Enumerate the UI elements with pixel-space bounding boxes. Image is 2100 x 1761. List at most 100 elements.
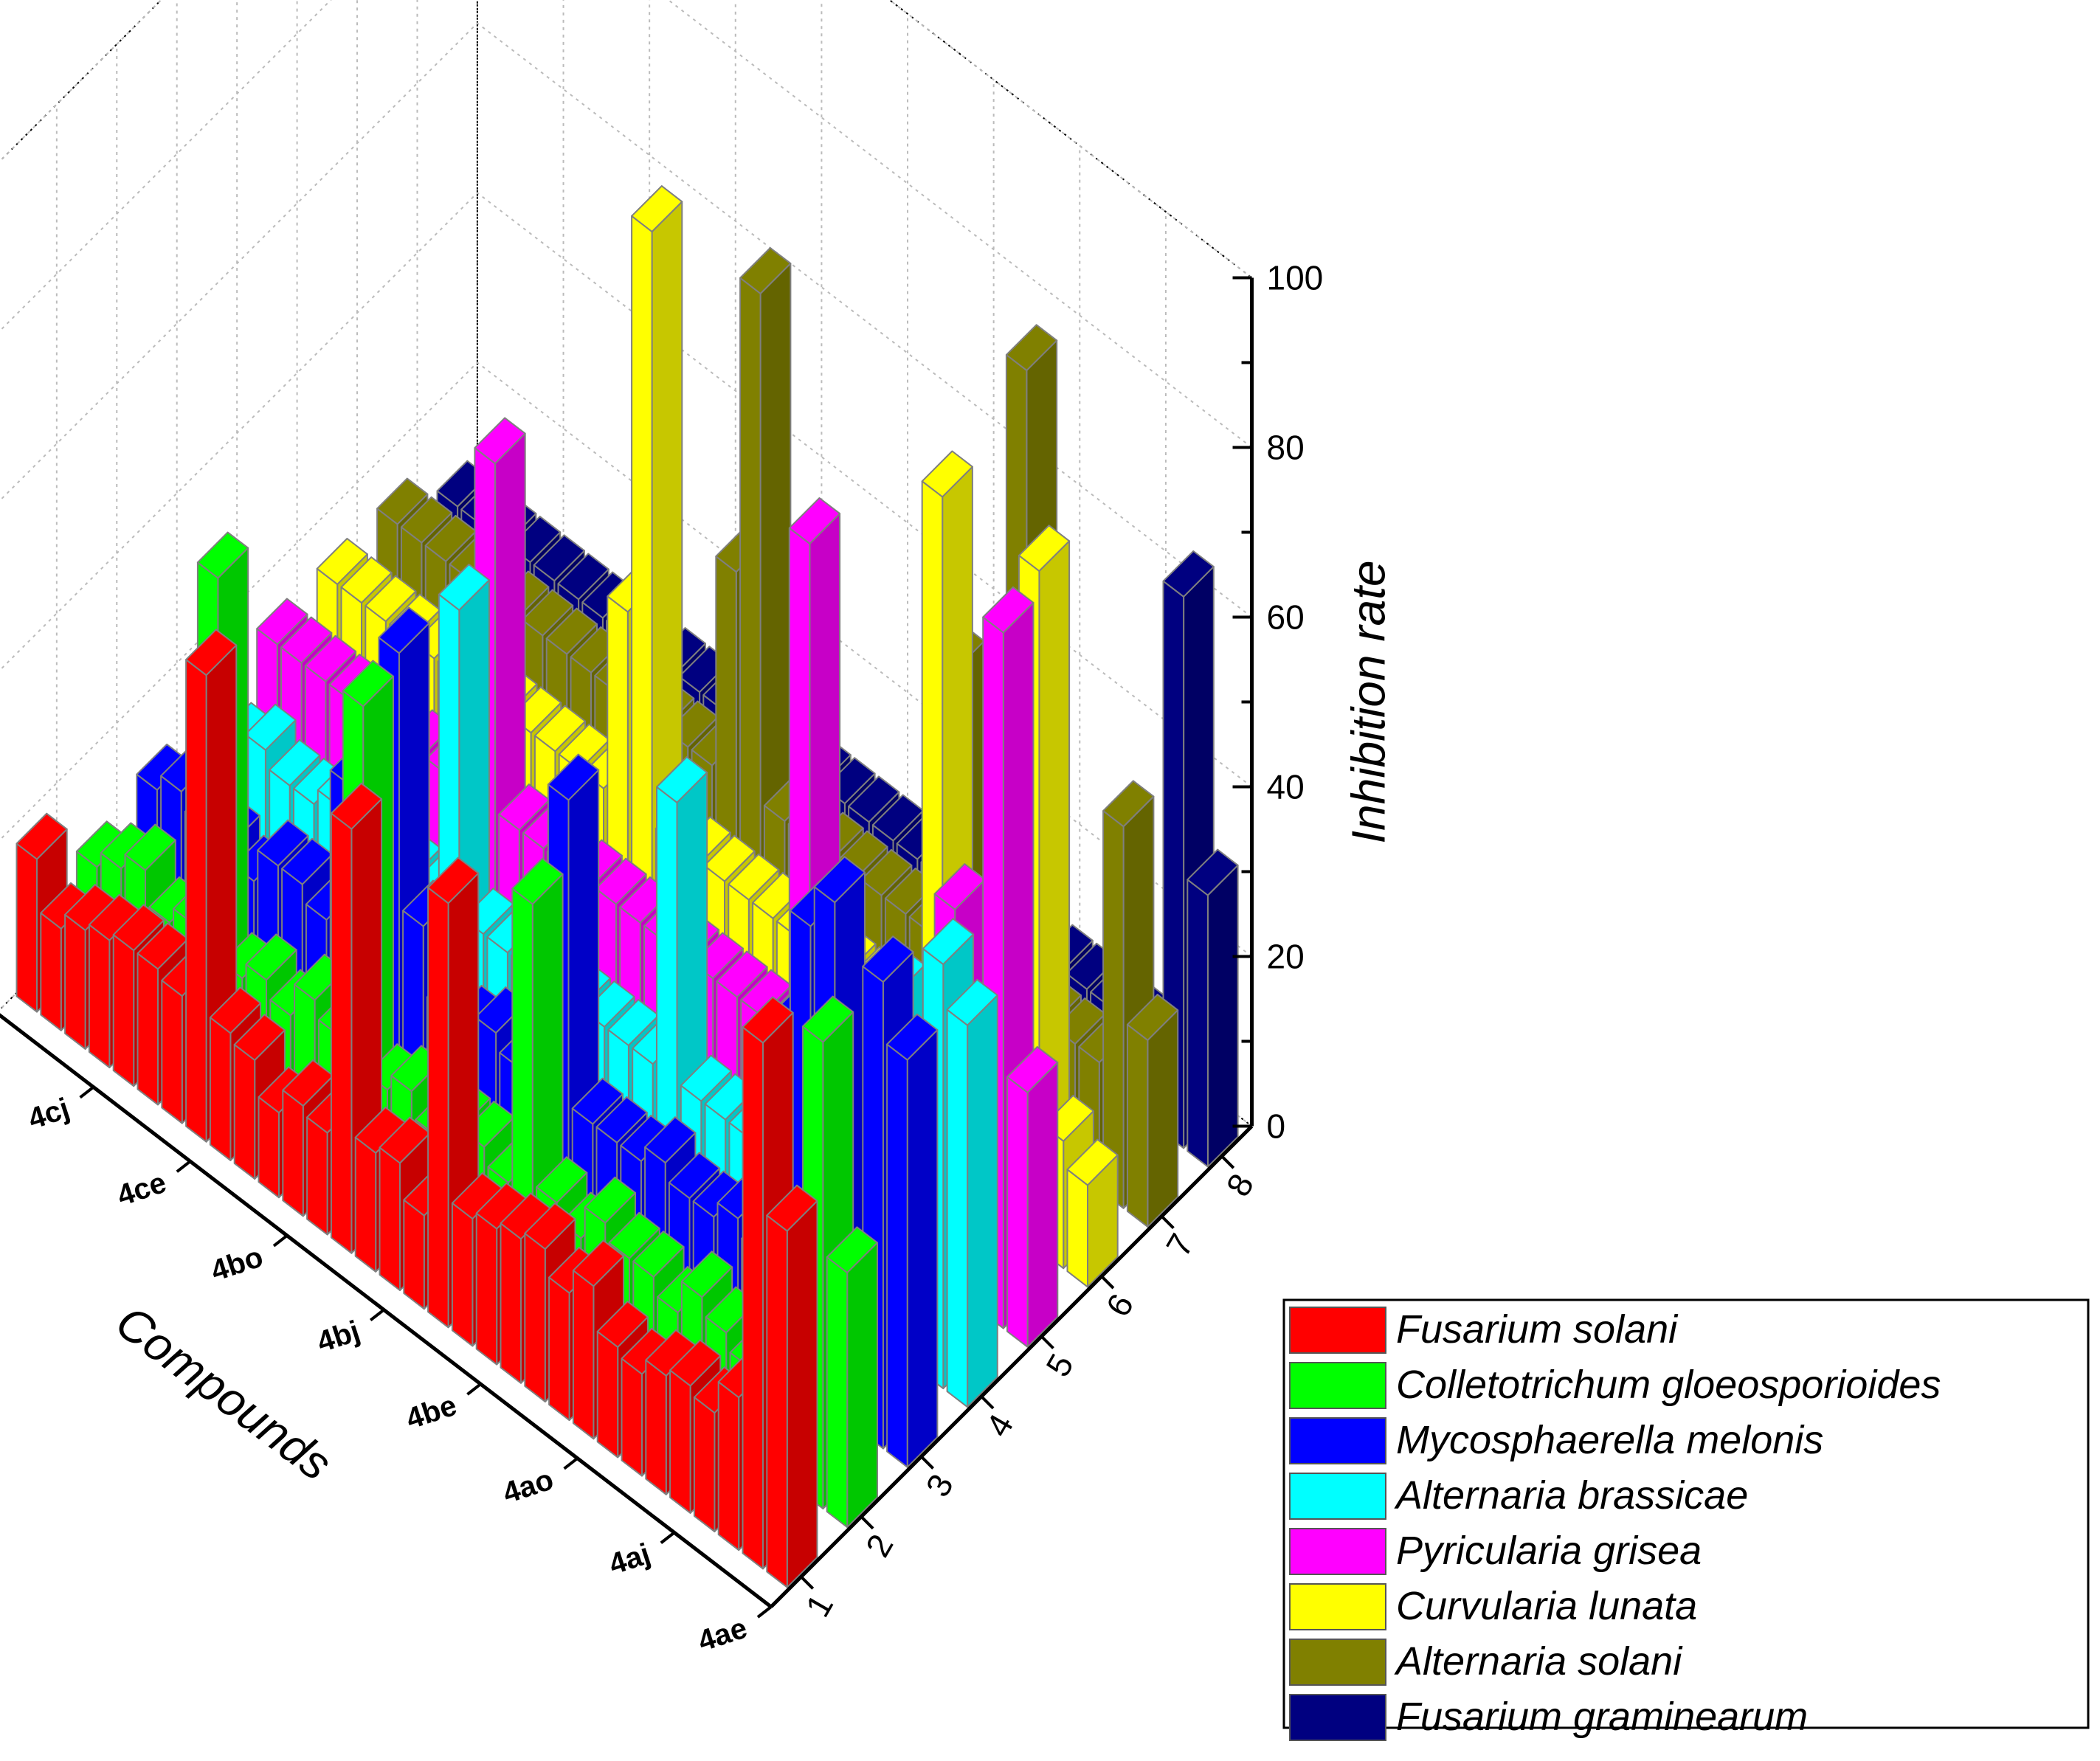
legend-swatch (1289, 1583, 1386, 1630)
bar-face-front (330, 812, 353, 1254)
z-tick-label: 60 (1267, 598, 1305, 636)
z-axis-title: Inhibition rate (1342, 560, 1395, 843)
bar-face-front (88, 924, 111, 1069)
bar-face-top (438, 564, 490, 611)
bar-face-front (739, 277, 761, 931)
series-tick-label: 6 (1099, 1287, 1141, 1323)
bar-face-top (596, 1301, 649, 1348)
bar-face-top (1187, 848, 1239, 896)
bar-face-top (886, 1013, 939, 1061)
bar-face-top (788, 497, 841, 544)
bar-face-top (269, 738, 321, 786)
bar-face-top (524, 1203, 576, 1250)
bar-face-top (244, 703, 297, 751)
bar-face-top (801, 995, 854, 1043)
bar-6-31 (1126, 994, 1179, 1228)
bar-face-top (547, 753, 600, 801)
bar-face-front (1066, 1169, 1088, 1288)
bar-face-front (621, 1357, 643, 1477)
legend-swatch (1289, 1528, 1386, 1575)
compound-tick (272, 1234, 289, 1248)
bar-face-front (669, 1369, 691, 1514)
bar-face-front (282, 1089, 304, 1217)
bar-face-top (742, 996, 794, 1044)
bar-3-31 (946, 978, 998, 1408)
legend-label: Pyricularia grisea (1396, 1529, 1702, 1573)
bar-face-front (645, 1359, 667, 1495)
compound-tick (79, 1085, 94, 1099)
bar-face-front (742, 1026, 764, 1570)
bar-face-front (1006, 1076, 1029, 1348)
bar-face-top (813, 856, 866, 904)
bar-face-front (112, 934, 135, 1087)
bar-face-top (400, 496, 453, 544)
bar-face-front (1126, 1023, 1149, 1228)
bar-face-top (498, 783, 550, 831)
legend-swatch (1289, 1694, 1386, 1741)
compound-tick (466, 1383, 482, 1396)
bar-face-front (15, 843, 38, 1013)
bar-face-front (524, 1232, 546, 1402)
chart-bars (15, 185, 1239, 1588)
compound-tick (176, 1160, 192, 1173)
bar-face-front (886, 1043, 908, 1468)
bar-face-top (656, 756, 708, 803)
series-tick-label: 3 (918, 1467, 961, 1503)
bar-face-top (921, 450, 973, 498)
bar-face-top (595, 1096, 648, 1144)
bar-face-front (693, 1396, 716, 1533)
bar-face-top (545, 607, 598, 655)
bar-face-top (607, 999, 660, 1046)
bar-6-15 (739, 247, 792, 931)
bar-face-front (500, 1222, 522, 1384)
series-tick (1040, 1335, 1054, 1349)
bar-face-top (511, 857, 564, 905)
bar-face-top (233, 1014, 286, 1061)
z-tick-label: 20 (1267, 937, 1305, 975)
bar-face-front (946, 1008, 969, 1408)
compound-tick-label: 4aj (605, 1537, 654, 1581)
bar-face-top (112, 904, 165, 952)
bar-face-right (846, 1242, 878, 1529)
bar-face-top (340, 556, 393, 604)
compound-tick-label: 4bj (313, 1315, 364, 1359)
legend-label: Alternaria solani (1394, 1639, 1683, 1684)
bar-face-top (668, 1152, 721, 1200)
legend-box (1282, 1298, 2090, 1729)
bar-face-front (717, 1381, 740, 1551)
series-tick-label: 2 (858, 1528, 901, 1563)
bar-face-front (185, 659, 207, 1143)
bar-face-top (860, 848, 913, 896)
series-tick-label: 1 (798, 1588, 840, 1623)
legend-swatch (1289, 1639, 1386, 1686)
bar-face-right (967, 994, 998, 1408)
bar-face-front (161, 979, 183, 1124)
bar-face-top (427, 857, 480, 904)
bar-face-top (680, 1250, 733, 1298)
bar-face-top (631, 185, 683, 232)
compound-tick-label: 4ao (499, 1463, 557, 1509)
bar-face-top (185, 629, 238, 677)
bar-face-top (871, 794, 925, 842)
compound-tick-label: 4ae (694, 1612, 751, 1658)
bar-face-front (354, 1136, 377, 1273)
series-tick (1220, 1155, 1235, 1169)
bar-face-front (379, 1146, 401, 1291)
bar-face-top (330, 782, 383, 830)
series-tick-label: 4 (978, 1408, 1021, 1443)
bar-face-front (631, 215, 653, 954)
legend-label: Curvularia lunata (1396, 1584, 1697, 1628)
bar-0-31 (766, 1184, 818, 1588)
bar-face-front (475, 1212, 498, 1366)
bar-face-top (1126, 994, 1179, 1041)
bar-face-top (15, 812, 68, 860)
bar-face-top (933, 863, 986, 910)
legend-label: Colletotrichum gloeosporioides (1396, 1363, 1941, 1407)
bar-face-top (740, 969, 792, 1017)
bar-face-top (739, 247, 792, 294)
bar-face-top (257, 819, 309, 867)
bar-face-front (451, 1202, 474, 1347)
bar-face-top (342, 660, 394, 707)
compound-tick (756, 1605, 773, 1619)
bar-face-top (376, 477, 429, 525)
